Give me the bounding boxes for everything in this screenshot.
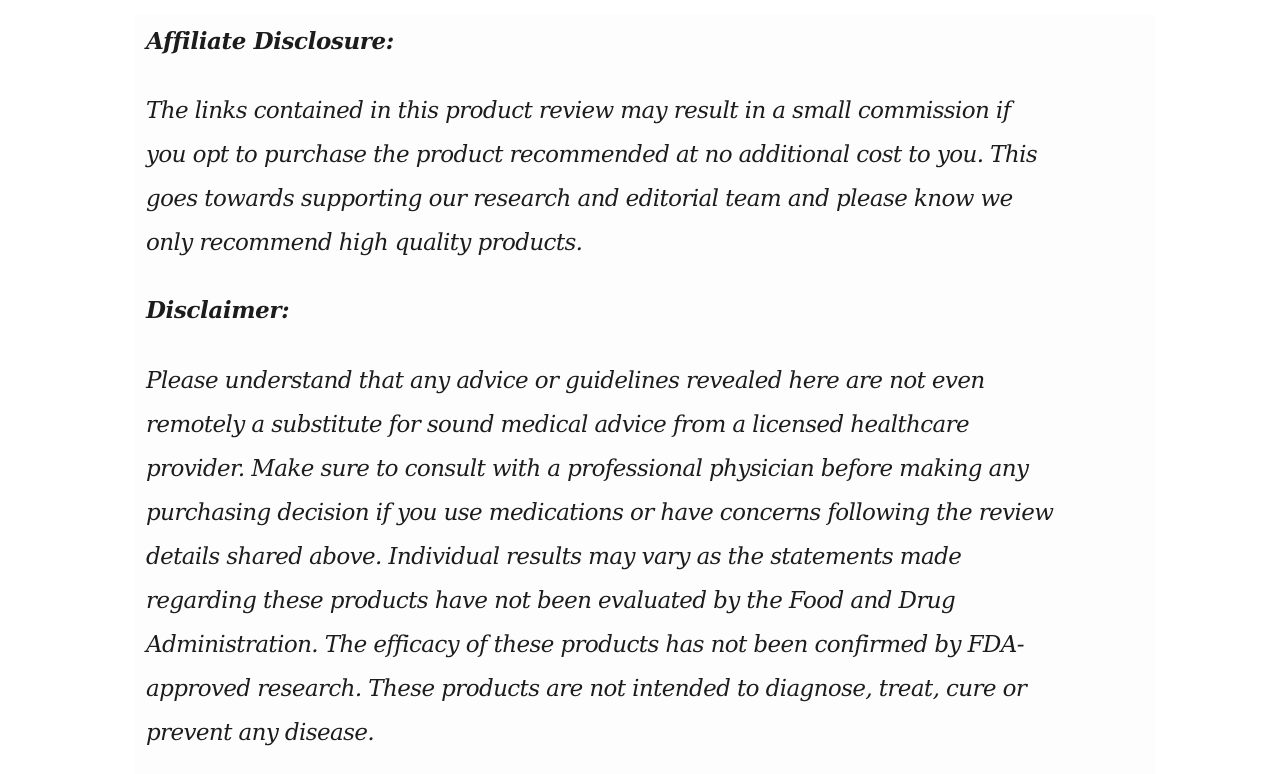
- disclaimer-text: Please understand that any advice or gui…: [146, 359, 1054, 755]
- text-line: prevent any disease.: [146, 720, 375, 746]
- disclaimer-heading: Disclaimer:: [146, 297, 290, 324]
- affiliate-disclosure-text: The links contained in this product revi…: [146, 89, 1038, 265]
- text-line: you opt to purchase the product recommen…: [146, 142, 1038, 168]
- text-line: remotely a substitute for sound medical …: [146, 412, 970, 438]
- text-line: provider. Make sure to consult with a pr…: [146, 456, 1029, 482]
- text-line: Please understand that any advice or gui…: [146, 368, 985, 394]
- text-line: goes towards supporting our research and…: [146, 186, 1013, 212]
- text-line: Administration. The efficacy of these pr…: [146, 632, 1025, 658]
- affiliate-disclosure-heading: Affiliate Disclosure:: [146, 28, 394, 55]
- text-line: approved research. These products are no…: [146, 676, 1027, 702]
- text-line: only recommend high quality products.: [146, 230, 583, 256]
- content-panel: [135, 14, 1155, 774]
- text-line: details shared above. Individual results…: [146, 544, 962, 570]
- text-line: The links contained in this product revi…: [146, 98, 1011, 124]
- text-line: purchasing decision if you use medicatio…: [146, 500, 1054, 526]
- text-line: regarding these products have not been e…: [146, 588, 956, 614]
